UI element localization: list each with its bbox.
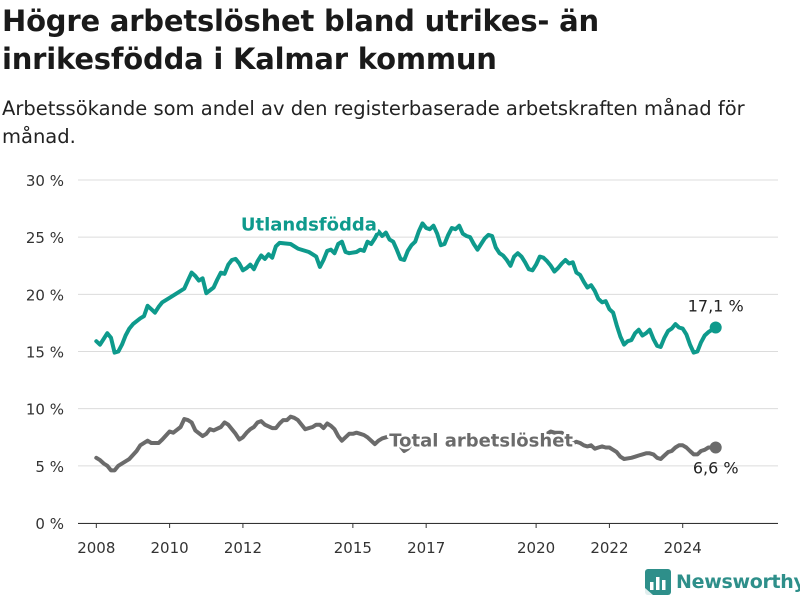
y-tick-label: 30 % <box>26 172 64 190</box>
x-axis: 2008 2010 2012 2015 2017 2020 2022 2024 <box>77 523 778 557</box>
y-axis-tick-labels: 0 % 5 % 10 % 15 % 20 % 25 % 30 % <box>26 172 64 533</box>
y-tick-label: 0 % <box>35 515 64 533</box>
x-tick-label: 2015 <box>334 539 372 557</box>
y-tick-label: 5 % <box>35 458 64 476</box>
y-tick-label: 15 % <box>26 344 64 362</box>
series-end-point-0 <box>709 321 722 334</box>
chart-subtitle: Arbetssökande som andel av den registerb… <box>2 97 745 148</box>
x-tick-label: 2024 <box>664 539 702 557</box>
series-labels: 17,1 % 6,6 % Utlandsfödda Total arbetslöshe… <box>238 212 744 478</box>
newsworthy-logo-icon <box>645 569 671 595</box>
brand-name: Newsworthy <box>676 571 800 593</box>
chart-title: Högre arbetslöshet bland utrikes- än inr… <box>2 4 599 76</box>
series-label: Total arbetslöshet <box>389 430 573 451</box>
x-tick-label: 2020 <box>517 539 555 557</box>
series-end-label: 17,1 % <box>688 296 744 315</box>
series-line-1 <box>94 414 718 473</box>
x-tick-label: 2012 <box>224 539 262 557</box>
y-tick-label: 25 % <box>26 229 64 247</box>
series-end-label: 6,6 % <box>693 459 739 478</box>
x-tick-label: 2008 <box>77 539 115 557</box>
series-end-point-1 <box>709 441 722 454</box>
newsworthy-brand: Newsworthy <box>645 568 800 596</box>
x-tick-label: 2017 <box>407 539 445 557</box>
series-lines <box>94 221 722 473</box>
series-line-0 <box>94 221 718 355</box>
grid-lines <box>78 179 778 524</box>
series-label: Utlandsfödda <box>241 214 377 235</box>
y-tick-label: 20 % <box>26 286 64 304</box>
y-tick-label: 10 % <box>26 401 64 419</box>
x-tick-label: 2010 <box>151 539 189 557</box>
x-tick-label: 2022 <box>590 539 628 557</box>
